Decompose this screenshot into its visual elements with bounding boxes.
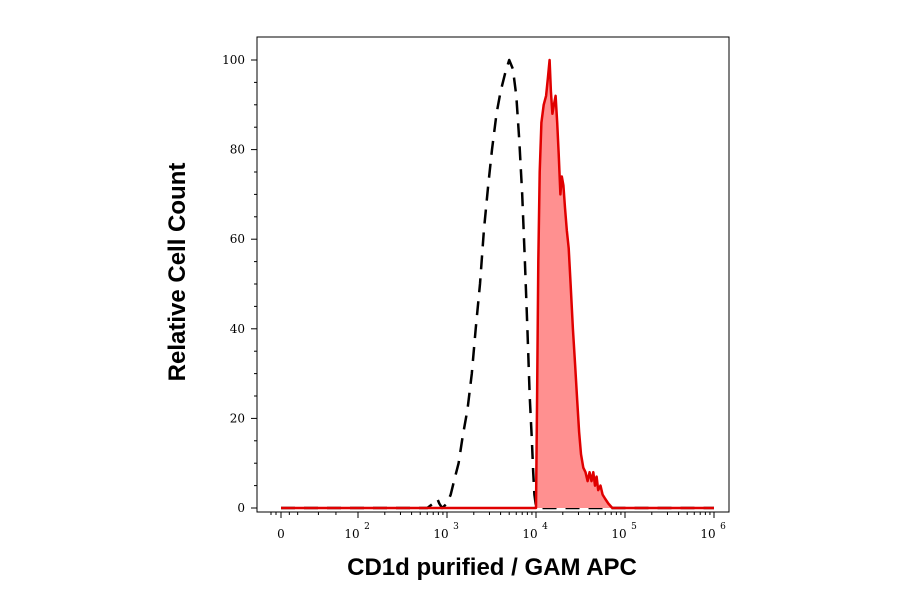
y-tick-label-20: 20	[230, 411, 245, 425]
series-1-line	[281, 58, 714, 510]
y-tick-label-60: 60	[230, 232, 245, 246]
x-tick-label-1000: 10	[433, 527, 448, 541]
x-tick-exponent-1000000: 6	[720, 522, 726, 532]
x-tick-label-100: 10	[344, 527, 359, 541]
series-2-fill	[281, 60, 714, 508]
y-tick-label-80: 80	[230, 143, 245, 157]
x-tick-label-100000: 10	[611, 527, 626, 541]
y-tick-label-40: 40	[230, 322, 245, 336]
y-tick-label-0: 0	[237, 501, 245, 515]
x-tick-exponent-1000: 3	[453, 522, 459, 532]
y-axis-title: Relative Cell Count	[164, 163, 191, 382]
x-tick-exponent-10000: 4	[542, 522, 548, 532]
x-tick-label-10000: 10	[522, 527, 537, 541]
y-tick-label-100: 100	[222, 53, 245, 67]
x-tick-label-1000000: 10	[700, 527, 715, 541]
series-2-line	[281, 58, 714, 510]
plot-frame	[256, 36, 730, 513]
x-axis-title: CD1d purified / GAM APC	[347, 554, 637, 581]
x-tick-exponent-100: 2	[364, 522, 370, 532]
x-tick-exponent-100000: 5	[631, 522, 637, 532]
x-tick-label-0: 0	[277, 527, 285, 541]
